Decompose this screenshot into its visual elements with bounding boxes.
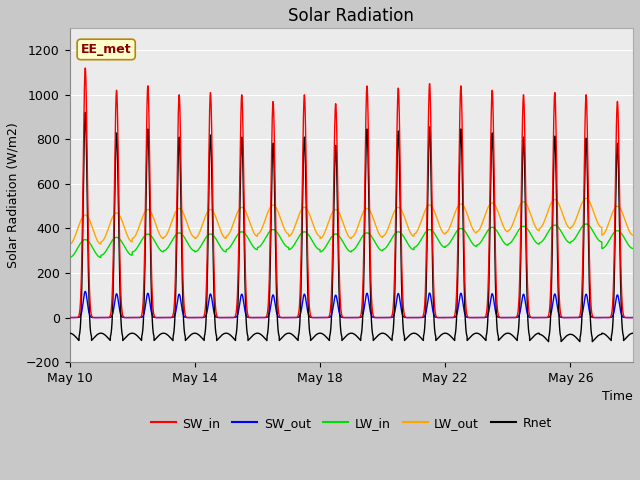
Rnet (81, 109, 89, 115)
LW_out (88, 225, 96, 230)
LW_in (623, 240, 630, 245)
SW_out (81, 288, 89, 294)
SW_in (81, 65, 89, 71)
SW_out (255, 315, 262, 321)
Title: Solar Radiation: Solar Radiation (289, 7, 414, 25)
Rnet (66, 330, 74, 336)
X-axis label: Time: Time (602, 390, 633, 403)
LW_out (166, 222, 174, 228)
LW_out (66, 241, 74, 247)
LW_in (88, 244, 96, 250)
Rnet (255, 330, 262, 336)
Line: Rnet: Rnet (70, 112, 633, 342)
SW_in (401, 313, 409, 319)
LW_in (582, 221, 590, 227)
Rnet (629, 330, 637, 336)
LW_in (166, 240, 174, 246)
SW_out (629, 315, 637, 321)
LW_out (582, 195, 590, 201)
SW_out (89, 315, 97, 321)
Legend: SW_in, SW_out, LW_in, LW_out, Rnet: SW_in, SW_out, LW_in, LW_out, Rnet (146, 412, 557, 435)
SW_out (401, 314, 409, 320)
LW_out (170, 213, 177, 219)
LW_in (170, 235, 177, 240)
Text: EE_met: EE_met (81, 43, 131, 56)
SW_out (623, 315, 630, 321)
SW_out (66, 315, 74, 321)
Rnet (623, 334, 630, 340)
LW_in (255, 244, 262, 250)
Rnet (170, 329, 178, 335)
LW_out (401, 215, 408, 221)
Line: SW_in: SW_in (70, 68, 633, 318)
Rnet (89, 336, 97, 342)
LW_in (66, 254, 74, 260)
Rnet (401, 337, 409, 343)
Line: SW_out: SW_out (70, 291, 633, 318)
SW_in (623, 315, 630, 321)
Rnet (588, 339, 596, 345)
LW_out (255, 231, 262, 237)
Y-axis label: Solar Radiation (W/m2): Solar Radiation (W/m2) (7, 122, 20, 268)
SW_out (170, 314, 178, 320)
SW_in (167, 315, 175, 321)
SW_in (170, 307, 178, 313)
LW_in (629, 246, 637, 252)
SW_in (629, 315, 637, 321)
LW_out (623, 222, 630, 228)
SW_in (255, 315, 262, 321)
LW_in (401, 236, 408, 241)
Line: LW_in: LW_in (70, 224, 633, 257)
SW_in (66, 315, 74, 321)
LW_out (629, 232, 637, 238)
SW_in (89, 314, 97, 320)
Line: LW_out: LW_out (70, 198, 633, 244)
Rnet (167, 335, 175, 341)
SW_out (167, 315, 175, 321)
